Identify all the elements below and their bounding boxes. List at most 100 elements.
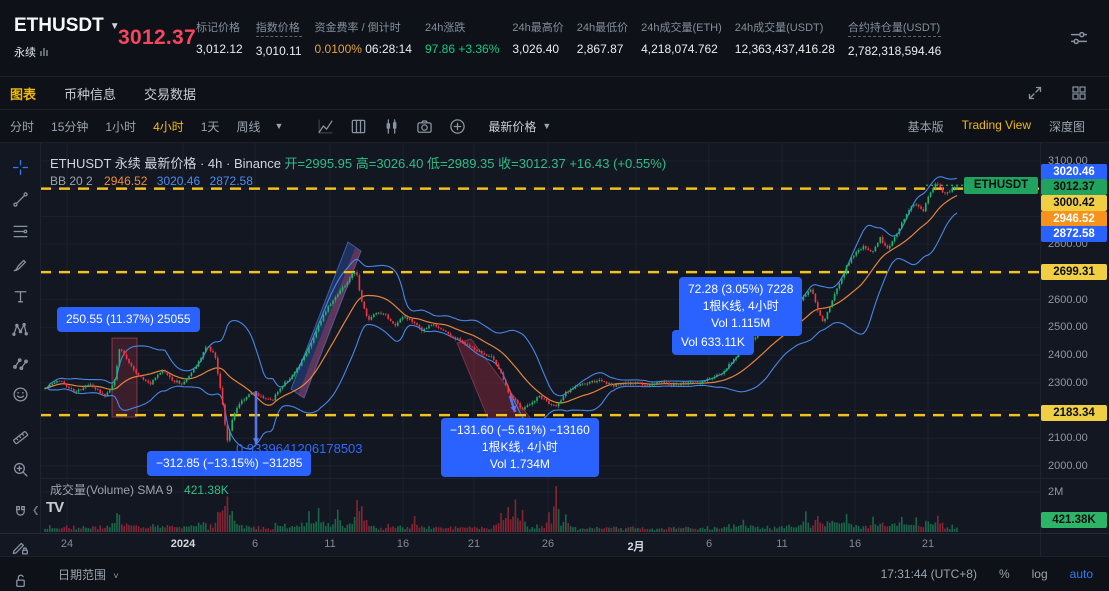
header-stat: 指数价格 3,010.11 (255, 19, 302, 58)
crosshair-icon[interactable] (12, 159, 29, 181)
price-badge: 421.38K (1041, 512, 1107, 528)
unlock-icon[interactable] (12, 572, 29, 591)
header-stat: 24h最高价 3,026.40 (512, 19, 563, 58)
chevron-down-icon: ▼ (109, 20, 120, 32)
header-stat: 24h成交量(ETH) 4,218,074.762 (641, 19, 722, 58)
bb-label: BB 20 2 (50, 174, 93, 188)
current-symbol-price-flag: ETHUSDT (964, 177, 1038, 194)
time-axis-label: 2024 (170, 538, 196, 550)
measure-label[interactable]: 72.28 (3.05%) 7228 1根K线, 4小时 Vol 1.115M (679, 277, 803, 336)
xabcd-pattern-icon[interactable] (12, 321, 29, 343)
emoji-icon[interactable] (12, 386, 29, 408)
stat-label: 24h涨跌 (424, 22, 466, 34)
timeframe-周线[interactable]: 周线 (236, 119, 261, 134)
clock-timezone[interactable]: 17:31:44 (UTC+8) (880, 567, 977, 581)
percent-scale-toggle[interactable]: % (998, 567, 1010, 581)
indicators-panel-icon[interactable] (350, 118, 367, 135)
layout-grid-icon[interactable] (1071, 85, 1087, 101)
draw-lock-icon[interactable] (12, 539, 29, 561)
time-axis-label: 21 (921, 538, 935, 550)
chart-mode-深度图[interactable]: 深度图 (1048, 119, 1085, 134)
divider (40, 143, 41, 533)
collapse-drawing-toolbar-icon[interactable]: ❮ (32, 505, 40, 515)
log-scale-toggle[interactable]: log (1031, 567, 1048, 581)
chevron-down-icon: ▼ (542, 121, 552, 131)
stat-value: 0.0100% 06:28:14 (314, 42, 412, 56)
add-plus-icon[interactable] (449, 118, 466, 135)
timeframe-4小时[interactable]: 4小时 (153, 119, 184, 134)
chart-mode-Trading View[interactable]: Trading View (961, 117, 1031, 132)
chart-tool-icons (317, 118, 466, 135)
time-axis-label: 11 (776, 538, 788, 550)
header-stat: 合约持仓量(USDT) 2,782,318,594.46 (847, 19, 942, 58)
timeframe-1小时[interactable]: 1小时 (105, 119, 137, 134)
volume-legend: 成交量(Volume) SMA 9 421.38K (50, 481, 229, 498)
bb-lower-value: 2872.58 (209, 174, 253, 188)
display-settings-icon[interactable] (1070, 29, 1088, 52)
stat-value: 4,218,074.762 (641, 42, 718, 56)
compare-candles-icon[interactable] (383, 118, 400, 135)
snapshot-camera-icon[interactable] (416, 118, 433, 135)
tab-币种信息[interactable]: 币种信息 (64, 86, 117, 102)
stat-value: 2,867.87 (576, 42, 624, 56)
timeframe-分时[interactable]: 分时 (10, 119, 35, 134)
price-badge: 2872.58 (1041, 226, 1107, 242)
measure-label[interactable]: 250.55 (11.37%) 25055 (57, 307, 200, 332)
timeframe-1天[interactable]: 1天 (200, 119, 220, 134)
price-axis-label: 2500.00 (1048, 321, 1088, 333)
price-axis-label: 2300.00 (1048, 377, 1088, 389)
chart-line-icon[interactable] (317, 118, 334, 135)
price-axis-label: 2100.00 (1048, 432, 1088, 444)
header-stat: 24h成交量(USDT) 12,363,437,416.28 (735, 19, 835, 58)
trendline-icon[interactable] (12, 191, 29, 213)
timeframe-dropdown-caret[interactable]: ▼ (274, 121, 284, 131)
bb-upper-value: 3020.46 (156, 174, 201, 188)
date-range-label: 日期范围 (58, 567, 107, 582)
price-axis-label: 2600.00 (1048, 294, 1088, 306)
perpetual-mini-icon (40, 48, 48, 56)
candlestick-chart-canvas[interactable] (40, 143, 1040, 533)
pane-divider[interactable] (40, 478, 1109, 479)
stat-label[interactable]: 合约持仓量(USDT) (847, 19, 942, 37)
fullscreen-expand-icon[interactable] (1027, 85, 1043, 101)
measure-label[interactable]: −131.60 (−5.61%) −13160 1根K线, 4小时 Vol 1.73… (441, 418, 599, 477)
bollinger-legend: BB 20 2 2946.52 3020.46 2872.58 (50, 174, 253, 188)
price-mode-dropdown[interactable]: 最新价格 ▼ (488, 118, 551, 135)
stat-label: 24h成交量(ETH) (641, 22, 722, 34)
brush-icon[interactable] (12, 256, 29, 278)
zoom-in-icon[interactable] (12, 461, 29, 483)
symbol-selector[interactable]: ETHUSDT ▼ (14, 15, 120, 37)
auto-scale-toggle[interactable]: auto (1069, 567, 1093, 581)
chart-mode-基本版[interactable]: 基本版 (907, 119, 944, 134)
price-badge: 2699.31 (1041, 264, 1107, 280)
date-range-dropdown[interactable]: 日期范围 ˅ (58, 566, 119, 583)
stat-label: 24h最低价 (576, 22, 629, 34)
time-axis-label: 24 (60, 538, 74, 550)
stat-value: 3,010.11 (255, 44, 302, 58)
chevron-down-icon: ˅ (113, 570, 119, 581)
stat-label[interactable]: 指数价格 (255, 19, 302, 37)
price-axis-label: 2000.00 (1048, 460, 1088, 472)
ruler-icon[interactable] (12, 429, 29, 451)
legend-symbol-text: ETHUSDT 永续 最新价格 · 4h · Binance (50, 156, 285, 171)
chart-toolbar: 分时 15分钟 1小时 4小时 1天 周线 ▼ 最新价格 ▼ 基本版 Trading Vie… (0, 110, 1109, 143)
time-axis-label: 21 (467, 538, 481, 550)
divider (0, 533, 1109, 534)
price-badge: 3000.42 (1041, 195, 1107, 211)
time-axis-label: 2月 (627, 541, 645, 553)
text-tool-icon[interactable] (12, 288, 29, 310)
tab-图表[interactable]: 图表 (10, 86, 37, 102)
magnet-icon[interactable] (12, 504, 29, 526)
fib-lines-icon[interactable] (12, 223, 29, 245)
measure-label[interactable]: −312.85 (−13.15%) −31285 (147, 451, 312, 476)
tab-交易数据[interactable]: 交易数据 (144, 86, 197, 102)
tradingview-logo[interactable]: TV (46, 499, 64, 516)
projection-icon[interactable] (12, 354, 29, 376)
stat-value: 97.86 +3.36% (424, 42, 500, 56)
stat-value: 3,012.12 (196, 42, 243, 56)
stat-value: 12,363,437,416.28 (734, 42, 835, 56)
timeframe-15分钟[interactable]: 15分钟 (51, 119, 89, 134)
time-axis-label: 26 (541, 538, 555, 550)
contract-type-label: 永续 (14, 47, 36, 59)
